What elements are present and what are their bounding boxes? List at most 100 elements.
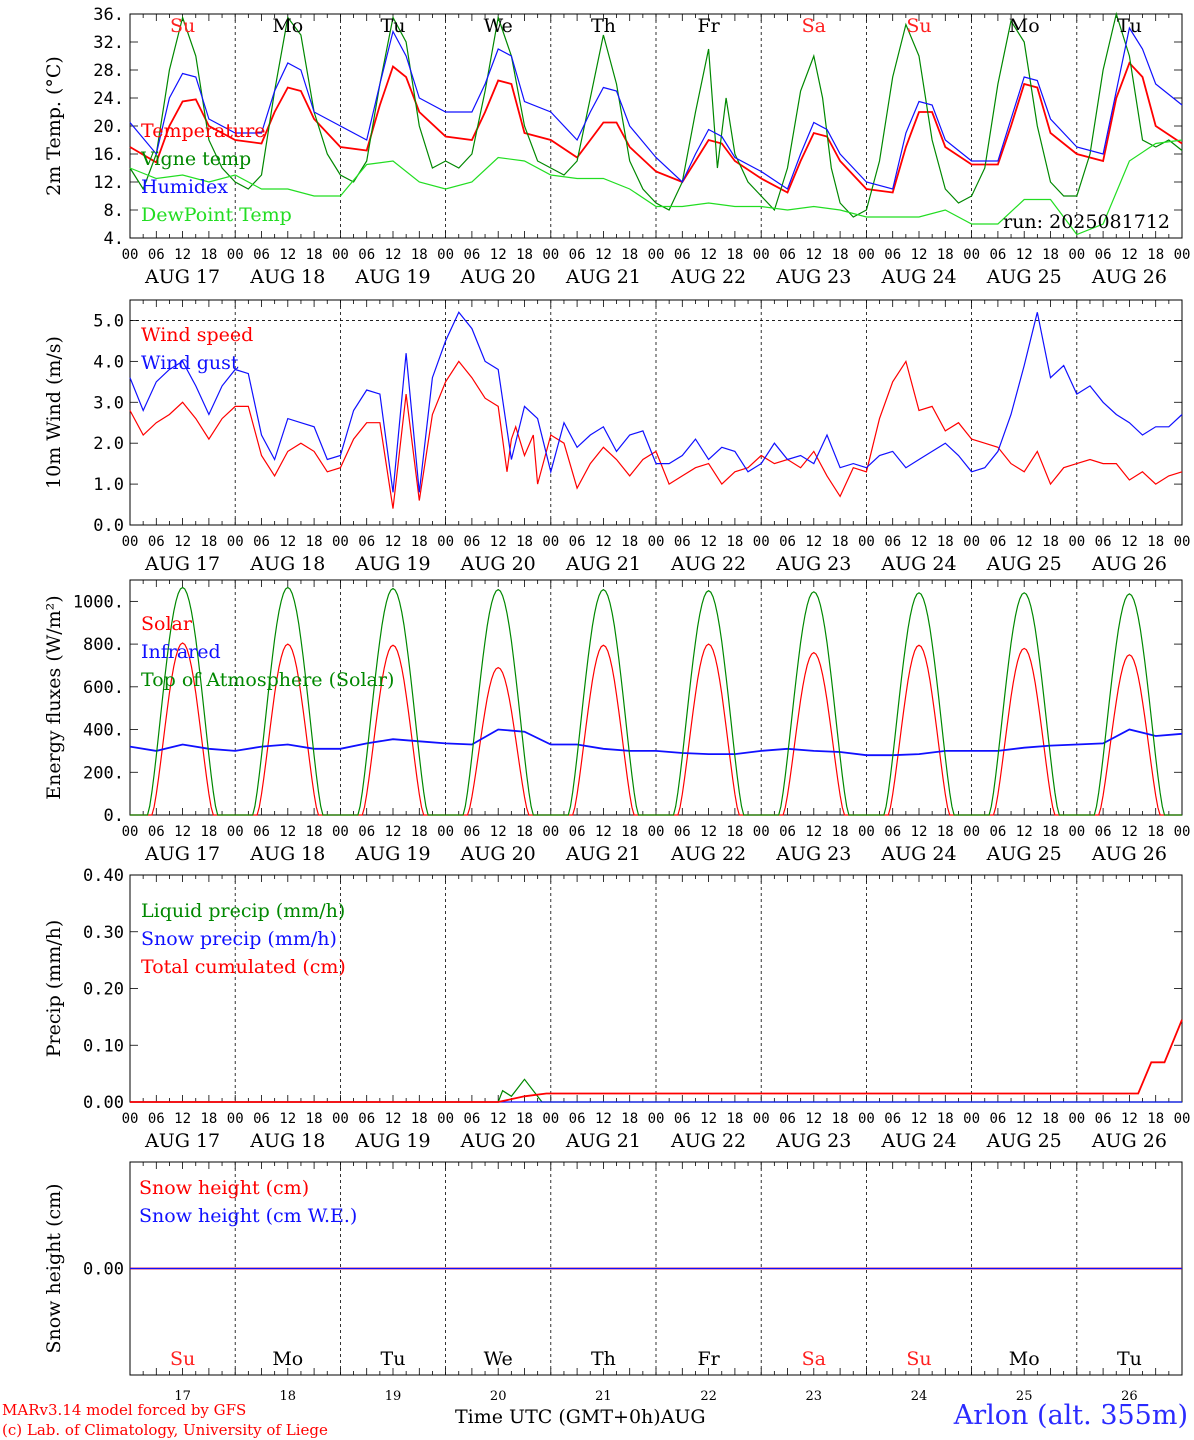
hour-tick-label: 06 xyxy=(569,1111,586,1127)
y-tick-label: 28. xyxy=(93,61,124,81)
series-line xyxy=(129,139,1183,236)
hour-tick-label: 18 xyxy=(1042,824,1059,840)
hour-tick-label: 00 xyxy=(1068,247,1085,263)
hour-tick-label: 18 xyxy=(516,824,533,840)
hour-tick-label: 06 xyxy=(674,1111,691,1127)
date-label: AUG 23 xyxy=(775,266,851,288)
y-tick-label: 5.0 xyxy=(93,311,124,331)
y-tick-label: 0.20 xyxy=(83,980,124,1000)
date-label: AUG 19 xyxy=(354,553,430,575)
hour-tick-label: 18 xyxy=(200,534,217,550)
hour-tick-label: 06 xyxy=(1095,824,1112,840)
date-label: AUG 24 xyxy=(880,553,956,575)
hour-tick-label: 06 xyxy=(569,534,586,550)
date-label: AUG 19 xyxy=(354,1130,430,1152)
hour-tick-label: 12 xyxy=(805,824,822,840)
hour-tick-label: 12 xyxy=(1016,824,1033,840)
hour-tick-label: 00 xyxy=(1174,824,1191,840)
hour-tick-label: 12 xyxy=(490,247,507,263)
hour-tick-label: 18 xyxy=(832,534,849,550)
hour-tick-label: 00 xyxy=(122,534,139,550)
weekday-label: Su xyxy=(170,15,195,37)
hour-tick-label: 12 xyxy=(174,824,191,840)
hour-tick-label: 12 xyxy=(1016,247,1033,263)
hour-tick-label: 06 xyxy=(463,534,480,550)
day-number-label: 26 xyxy=(1121,1389,1138,1404)
legend-entry: Top of Atmosphere (Solar) xyxy=(141,669,394,691)
series-line xyxy=(129,11,1183,218)
hour-tick-label: 06 xyxy=(674,824,691,840)
hour-tick-label: 18 xyxy=(306,824,323,840)
y-tick-label: 0. xyxy=(104,806,124,826)
hour-tick-label: 06 xyxy=(674,534,691,550)
hour-tick-label: 06 xyxy=(148,247,165,263)
hour-tick-label: 12 xyxy=(279,824,296,840)
y-tick-label: 1000. xyxy=(73,592,124,612)
hour-tick-label: 06 xyxy=(989,534,1006,550)
hour-tick-label: 00 xyxy=(542,1111,559,1127)
y-tick-label: 1.0 xyxy=(93,475,124,495)
date-label: AUG 20 xyxy=(460,266,536,288)
hour-tick-label: 06 xyxy=(253,247,270,263)
y-axis-label: Energy fluxes (W/m²) xyxy=(43,595,65,799)
date-label: AUG 21 xyxy=(565,1130,641,1152)
date-label: AUG 22 xyxy=(670,1130,746,1152)
hour-tick-label: 18 xyxy=(1042,1111,1059,1127)
date-label: AUG 20 xyxy=(460,1130,536,1152)
y-tick-label: 8. xyxy=(104,201,124,221)
hour-tick-label: 06 xyxy=(253,824,270,840)
date-label: AUG 22 xyxy=(670,266,746,288)
series-line xyxy=(130,1019,1183,1103)
hour-tick-label: 18 xyxy=(516,1111,533,1127)
hour-tick-label: 06 xyxy=(569,824,586,840)
hour-tick-label: 06 xyxy=(779,824,796,840)
date-label: AUG 20 xyxy=(460,843,536,865)
hour-tick-label: 00 xyxy=(122,247,139,263)
hour-tick-label: 00 xyxy=(332,824,349,840)
hour-tick-label: 12 xyxy=(911,1111,928,1127)
hour-tick-label: 18 xyxy=(726,534,743,550)
hour-tick-label: 06 xyxy=(884,534,901,550)
hour-tick-label: 06 xyxy=(1095,534,1112,550)
hour-tick-label: 00 xyxy=(437,824,454,840)
hour-tick-label: 12 xyxy=(700,247,717,263)
hour-tick-label: 12 xyxy=(911,824,928,840)
hour-tick-label: 18 xyxy=(306,1111,323,1127)
hour-tick-label: 00 xyxy=(542,247,559,263)
date-label: AUG 20 xyxy=(460,553,536,575)
hour-tick-label: 06 xyxy=(989,1111,1006,1127)
y-tick-label: 32. xyxy=(93,33,124,53)
hour-tick-label: 12 xyxy=(174,1111,191,1127)
y-tick-label: 0.0 xyxy=(93,516,124,536)
y-tick-label: 0.30 xyxy=(83,923,124,943)
y-tick-label: 24. xyxy=(93,89,124,109)
hour-tick-label: 18 xyxy=(411,534,428,550)
hour-tick-label: 00 xyxy=(227,824,244,840)
hour-tick-label: 00 xyxy=(227,534,244,550)
hour-tick-label: 18 xyxy=(937,247,954,263)
hour-tick-label: 00 xyxy=(963,824,980,840)
copyright-credit: (c) Lab. of Climatology, University of L… xyxy=(2,1421,328,1439)
hour-tick-label: 00 xyxy=(437,1111,454,1127)
y-tick-label: 16. xyxy=(93,145,124,165)
date-label: AUG 18 xyxy=(249,843,325,865)
x-axis-title: Time UTC (GMT+0h)AUG xyxy=(455,1406,706,1428)
date-label: AUG 21 xyxy=(565,266,641,288)
date-label: AUG 21 xyxy=(565,843,641,865)
hour-tick-label: 00 xyxy=(332,534,349,550)
series-line xyxy=(129,728,1183,757)
hour-tick-label: 12 xyxy=(595,247,612,263)
legend-entry: Liquid precip (mm/h) xyxy=(141,900,345,922)
date-label: AUG 22 xyxy=(670,843,746,865)
hour-tick-label: 00 xyxy=(332,1111,349,1127)
hour-tick-label: 12 xyxy=(279,247,296,263)
y-tick-label: 3.0 xyxy=(93,393,124,413)
y-axis-label: Snow height (cm) xyxy=(43,1183,65,1353)
hour-tick-label: 12 xyxy=(805,534,822,550)
hour-tick-label: 12 xyxy=(385,534,402,550)
hour-tick-label: 18 xyxy=(516,534,533,550)
date-label: AUG 25 xyxy=(986,1130,1062,1152)
hour-tick-label: 12 xyxy=(805,247,822,263)
hour-tick-label: 06 xyxy=(358,1111,375,1127)
hour-tick-label: 12 xyxy=(385,824,402,840)
